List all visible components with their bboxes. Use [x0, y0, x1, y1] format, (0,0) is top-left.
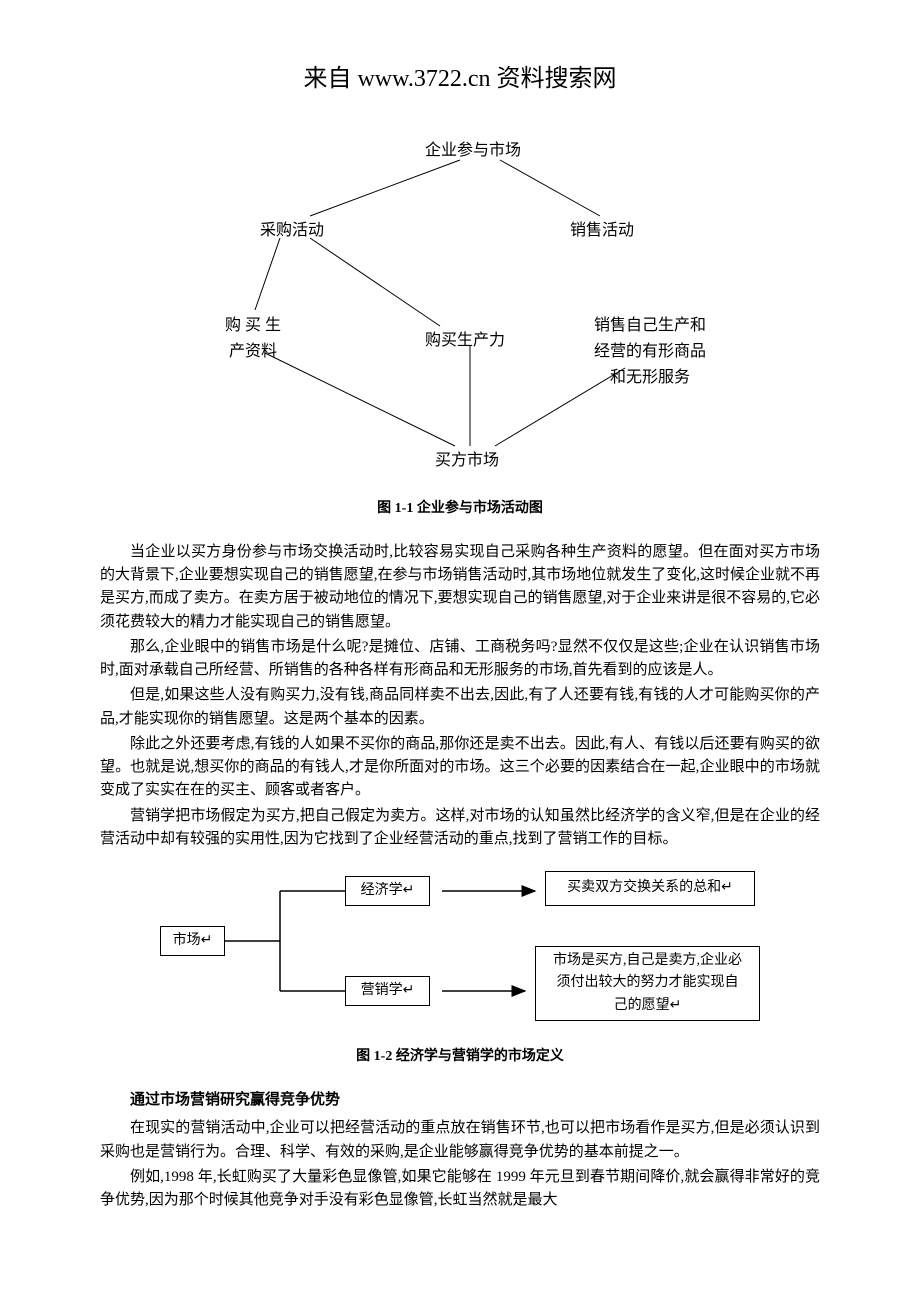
- d2-box-economics: 经济学↵: [345, 876, 430, 906]
- paragraph-block-1: 当企业以买方身份参与市场交换活动时,比较容易实现自己采购各种生产资料的愿望。但在…: [100, 541, 820, 851]
- diagram-2: 市场↵ 经济学↵ 营销学↵ 买卖双方交换关系的总和↵ 市场是买方,自己是卖方,企…: [160, 866, 760, 1036]
- paragraph: 那么,企业眼中的销售市场是什么呢?是摊位、店铺、工商税务吗?显然不仅仅是这些;企…: [100, 636, 820, 683]
- d1-node-left: 采购活动: [260, 218, 324, 244]
- d2-box-right-2: 市场是买方,自己是卖方,企业必须付出较大的努力才能实现自己的愿望↵: [535, 946, 760, 1021]
- paragraph: 但是,如果这些人没有购买力,没有钱,商品同样卖不出去,因此,有了人还要有钱,有钱…: [100, 684, 820, 731]
- d2-box-market: 市场↵: [160, 926, 225, 956]
- d1-node-right: 销售活动: [570, 218, 634, 244]
- paragraph: 例如,1998 年,长虹购买了大量彩色显像管,如果它能够在 1999 年元旦到春…: [100, 1166, 820, 1213]
- d1-node-bottom-mid: 购买生产力: [425, 328, 505, 354]
- d2-box-marketing: 营销学↵: [345, 976, 430, 1006]
- diagram-2-caption: 图 1-2 经济学与营销学的市场定义: [100, 1046, 820, 1068]
- paragraph: 营销学把市场假定为买方,把自己假定为卖方。这样,对市场的认知虽然比经济学的含义窄…: [100, 805, 820, 852]
- paragraph: 除此之外还要考虑,有钱的人如果不买你的商品,那你还是卖不出去。因此,有人、有钱以…: [100, 733, 820, 803]
- diagram-1: 企业参与市场 采购活动 销售活动 购 买 生产资料 购买生产力 销售自己生产和经…: [160, 138, 760, 488]
- d1-node-bottom-left: 购 买 生产资料: [225, 313, 281, 364]
- page-header: 来自 www.3722.cn 资料搜索网: [100, 60, 820, 98]
- d1-node-bottom: 买方市场: [435, 448, 499, 474]
- paragraph: 当企业以买方身份参与市场交换活动时,比较容易实现自己采购各种生产资料的愿望。但在…: [100, 541, 820, 634]
- d1-node-top: 企业参与市场: [425, 138, 521, 164]
- diagram-1-caption: 图 1-1 企业参与市场活动图: [100, 498, 820, 520]
- paragraph-block-2: 在现实的营销活动中,企业可以把经营活动的重点放在销售环节,也可以把市场看作是买方…: [100, 1117, 820, 1212]
- d1-node-bottom-right: 销售自己生产和经营的有形商品和无形服务: [580, 313, 720, 390]
- subtitle: 通过市场营销研究赢得竞争优势: [100, 1088, 820, 1112]
- paragraph: 在现实的营销活动中,企业可以把经营活动的重点放在销售环节,也可以把市场看作是买方…: [100, 1117, 820, 1164]
- d2-box-right-1: 买卖双方交换关系的总和↵: [545, 871, 755, 906]
